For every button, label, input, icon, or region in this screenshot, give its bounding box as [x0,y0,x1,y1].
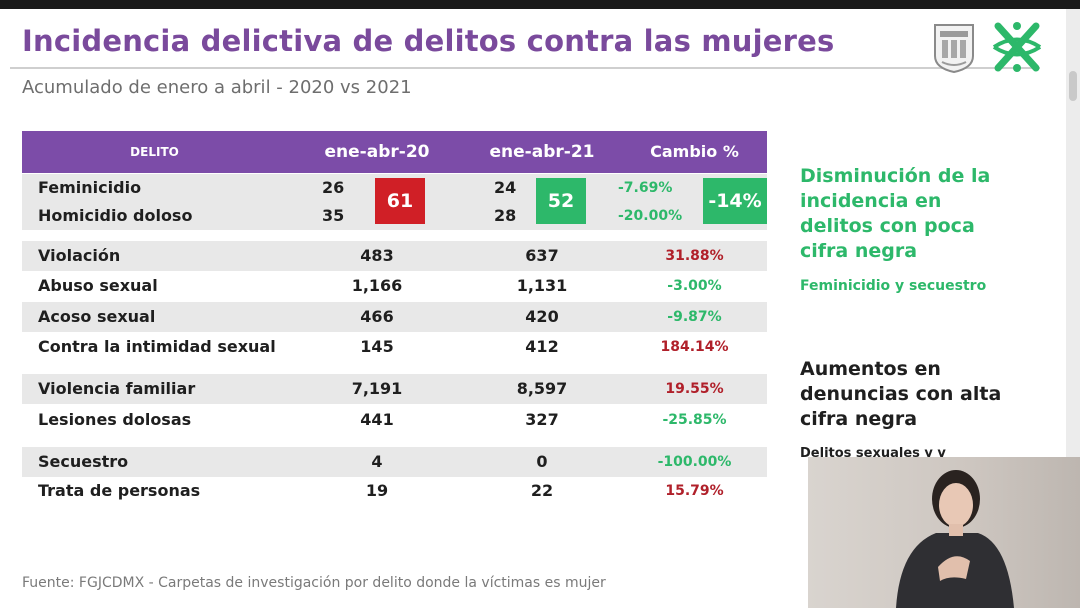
table-row-change: 19.55% [665,381,724,397]
source-footnote: Fuente: FGJCDMX - Carpetas de investigac… [22,575,606,591]
table-row-name: Acoso sexual [38,307,156,326]
column-header-2020: ene-abr-20 [324,142,430,162]
title-divider [10,67,1040,69]
table-row: Abuso sexual 1,166 1,131 -3.00% [22,271,767,301]
table-row: Acoso sexual 466 420 -9.87% [22,302,767,332]
table-row-value-2021: 412 [525,337,559,356]
table-row: Violación 483 637 31.88% [22,241,767,271]
total-change-badge: -14% [703,178,767,224]
table-row-change: 184.14% [660,339,729,355]
table-row-name: Trata de personas [38,481,201,500]
table-row-change: 15.79% [665,483,724,499]
sign-language-video [808,457,1080,608]
table-row-value-2020: 35 [322,206,345,225]
decrease-heading: Disminución de la incidencia en delitos … [800,165,991,262]
table-row-value-2020: 19 [365,481,389,500]
page-subtitle: Acumulado de enero a abril - 2020 vs 202… [22,77,412,98]
table-row: Contra la intimidad sexual 145 412 184.14% [22,332,767,362]
window-top-bar [0,0,1080,9]
cdmx-logo-icon [992,22,1042,72]
table-header: DELITO ene-abr-20 ene-abr-21 Cambio % [22,131,767,173]
table-row-value-2021: 1,131 [516,276,568,295]
table-row-value-2020: 7,191 [351,379,403,398]
table-row-value-2021: 327 [525,410,559,429]
increase-heading: Aumentos en denuncias con alta cifra neg… [800,358,1002,430]
table-row-name: Homicidio doloso [38,206,193,225]
table-row-name: Secuestro [38,452,129,471]
table-row-change: -20.00% [618,208,683,224]
table-row-value-2021: 24 [494,178,517,197]
crime-table: DELITO ene-abr-20 ene-abr-21 Cambio % Fe… [22,131,767,500]
table-row-name: Lesiones dolosas [38,410,192,429]
table-row-value-2021: 420 [525,307,559,326]
column-header-change: Cambio % [650,142,739,161]
cdmx-shield-icon [934,24,974,74]
table-row-value-2021: 637 [525,246,559,265]
table-row-value-2020: 145 [360,337,394,356]
table-row-name: Abuso sexual [38,276,158,295]
decrease-subtext: Feminicidio y secuestro [800,278,987,294]
table-row-change: 31.88% [665,248,724,264]
table-row-change: -3.00% [667,278,722,294]
total-2021-badge: 52 [536,178,586,224]
table-row-value-2020: 483 [360,246,394,265]
table-row: Violencia familiar 7,191 8,597 19.55% [22,374,767,404]
total-2020-badge: 61 [375,178,425,224]
table-row-name: Violencia familiar [38,379,196,398]
table-row-name: Contra la intimidad sexual [38,337,276,356]
table-row-value-2021: 28 [494,206,517,225]
table-row: Lesiones dolosas 441 327 -25.85% [22,405,767,435]
table-row-value-2020: 1,166 [351,276,403,295]
table-row-name: Feminicidio [38,178,142,197]
table-row-name: Violación [38,246,121,265]
table-row-change: -25.85% [662,412,727,428]
interpreter-figure [896,470,1014,608]
table-row-value-2020: 441 [360,410,394,429]
page-title: Incidencia delictiva de delitos contra l… [22,24,835,58]
table-row-value-2021: 22 [530,481,554,500]
table-row-value-2021: 0 [536,452,548,471]
table-row-value-2020: 26 [322,178,345,197]
table-row-value-2020: 4 [371,452,383,471]
table-row-change: -9.87% [667,309,722,325]
table-row-change: -100.00% [657,454,732,470]
column-header-2021: ene-abr-21 [489,142,595,162]
table-row: Secuestro 4 0 -100.00% [22,447,767,477]
scrollbar-thumb[interactable] [1069,71,1077,101]
table-row-change: -7.69% [618,180,673,196]
column-header-delito: DELITO [130,145,179,159]
table-row-value-2020: 466 [360,307,394,326]
table-row-value-2021: 8,597 [516,379,568,398]
table-row: Trata de personas 19 22 15.79% [22,476,767,506]
